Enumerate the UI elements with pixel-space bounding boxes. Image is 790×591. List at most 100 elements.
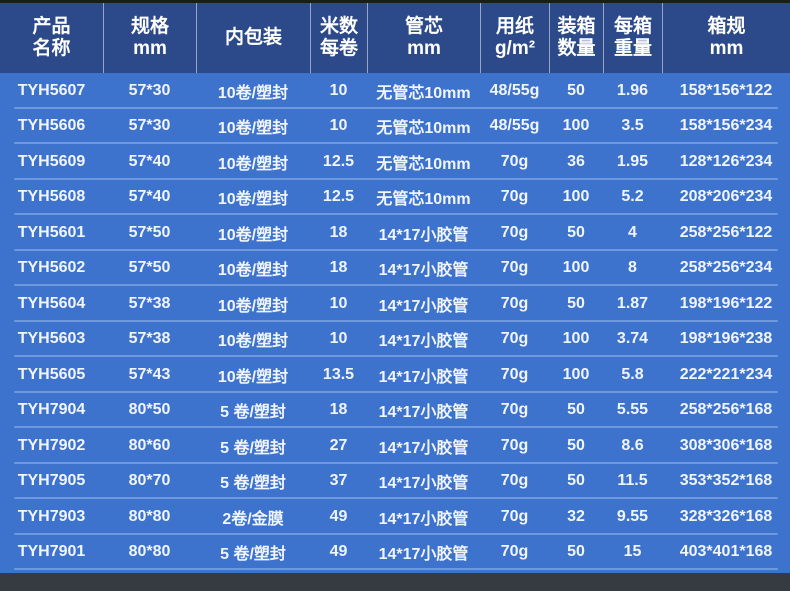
top-strip	[0, 0, 790, 3]
cell-carton-size: 198*196*238	[679, 330, 773, 348]
cell-box-weight: 5.8	[621, 365, 644, 383]
cell-box-weight: 15	[623, 543, 642, 561]
cell-product-name: TYH5607	[17, 81, 86, 99]
cell-meters-per-roll: 27	[329, 436, 348, 454]
table-header: 产品 名称 规格 mm 内包装 米数 每卷 管芯 mm 用纸 g/m² 装箱 数…	[0, 3, 790, 73]
cell-paper-weight: 70g	[500, 223, 529, 241]
header-label-line: 箱规	[707, 15, 746, 37]
cell-inner-packaging: 2卷/金膜	[222, 510, 284, 528]
table-row: TYH5605 57*43 10卷/塑封 13.5 14*17小胶管 70g 100 5.8 2…	[0, 357, 790, 393]
cell-product-name: TYH7905	[17, 472, 86, 490]
header-label-line: 重量	[613, 38, 652, 59]
cell-product-name: TYH7901	[17, 543, 86, 561]
cell-meters-per-roll: 10	[329, 117, 348, 135]
cell-core-mm: 14*17小胶管	[378, 510, 469, 528]
cell-core-mm: 14*17小胶管	[378, 226, 469, 244]
table-row: TYH5609 57*40 10卷/塑封 12.5 无管芯10mm 70g 36 1.95 12…	[0, 144, 790, 180]
header-label-line: g/m²	[494, 38, 536, 59]
header-label-line: 名称	[32, 38, 71, 59]
cell-core-mm: 14*17小胶管	[378, 475, 469, 493]
cell-box-weight: 1.95	[616, 152, 649, 170]
cell-core-mm: 14*17小胶管	[378, 404, 469, 422]
cell-meters-per-roll: 18	[329, 401, 348, 419]
header-label-line: 规格	[130, 15, 169, 37]
cell-meters-per-roll: 49	[329, 543, 348, 561]
cell-box-quantity: 50	[567, 543, 585, 561]
cell-core-mm: 无管芯10mm	[376, 120, 471, 138]
cell-spec-mm: 57*40	[128, 188, 171, 206]
cell-inner-packaging: 5 卷/塑封	[220, 439, 286, 457]
cell-spec-mm: 80*80	[128, 507, 171, 525]
cell-spec-mm: 57*40	[128, 152, 171, 170]
cell-meters-per-roll: 37	[329, 472, 348, 490]
cell-paper-weight: 70g	[500, 294, 529, 312]
cell-inner-packaging: 10卷/塑封	[217, 297, 289, 315]
cell-box-weight: 4	[628, 223, 637, 241]
header-label-line: 每卷	[319, 38, 358, 59]
cell-meters-per-roll: 13.5	[322, 365, 355, 383]
cell-box-weight: 5.55	[616, 401, 649, 419]
table-row: TYH5604 57*38 10卷/塑封 10 14*17小胶管 70g 50 1.87 198…	[0, 286, 790, 322]
cell-product-name: TYH5603	[17, 330, 86, 348]
cell-spec-mm: 80*80	[128, 543, 171, 561]
cell-box-quantity: 100	[562, 259, 590, 277]
cell-inner-packaging: 10卷/塑封	[217, 191, 289, 209]
cell-meters-per-roll: 10	[329, 294, 348, 312]
cell-box-quantity: 50	[567, 436, 585, 454]
cell-inner-packaging: 5 卷/塑封	[220, 546, 286, 564]
header-label-line: 米数	[319, 15, 358, 37]
header-cell-carton-size: 箱规 mm	[662, 3, 790, 73]
header-label-line: mm	[407, 38, 441, 59]
cell-spec-mm: 80*60	[128, 436, 171, 454]
header-label-line: mm	[133, 38, 167, 59]
cell-paper-weight: 70g	[500, 401, 529, 419]
table-row: TYH5606 57*30 10卷/塑封 10 无管芯10mm 48/55g 100 3.5 1…	[0, 109, 790, 145]
cell-paper-weight: 70g	[500, 436, 529, 454]
cell-spec-mm: 57*30	[128, 117, 171, 135]
header-cell-core-mm: 管芯 mm	[367, 3, 480, 73]
cell-product-name: TYH5604	[17, 294, 86, 312]
cell-paper-weight: 70g	[500, 472, 529, 490]
cell-core-mm: 无管芯10mm	[376, 155, 471, 173]
cell-box-quantity: 50	[567, 294, 585, 312]
cell-product-name: TYH5608	[17, 188, 86, 206]
header-label-line: 管芯	[404, 15, 443, 37]
header-cell-box-weight: 每箱 重量	[603, 3, 662, 73]
cell-product-name: TYH7904	[17, 401, 86, 419]
cell-inner-packaging: 10卷/塑封	[217, 368, 289, 386]
cell-box-quantity: 50	[567, 472, 585, 490]
table-row: TYH5602 57*50 10卷/塑封 18 14*17小胶管 70g 100 8 258*2…	[0, 251, 790, 287]
cell-paper-weight: 70g	[500, 152, 529, 170]
cell-inner-packaging: 10卷/塑封	[217, 84, 289, 102]
cell-core-mm: 无管芯10mm	[376, 84, 471, 102]
cell-carton-size: 258*256*122	[679, 223, 773, 241]
footer-strip	[0, 573, 790, 591]
cell-box-quantity: 100	[562, 365, 590, 383]
cell-carton-size: 258*256*168	[679, 401, 773, 419]
cell-product-name: TYH5606	[17, 117, 86, 135]
table-row: TYH5608 57*40 10卷/塑封 12.5 无管芯10mm 70g 100 5.2 20…	[0, 180, 790, 216]
header-cell-spec-mm: 规格 mm	[103, 3, 196, 73]
cell-core-mm: 无管芯10mm	[376, 191, 471, 209]
cell-core-mm: 14*17小胶管	[378, 439, 469, 457]
header-cell-paper-weight: 用纸 g/m²	[480, 3, 549, 73]
cell-paper-weight: 48/55g	[489, 117, 540, 135]
cell-spec-mm: 57*30	[128, 81, 171, 99]
cell-meters-per-roll: 12.5	[322, 188, 355, 206]
cell-meters-per-roll: 18	[329, 223, 348, 241]
cell-core-mm: 14*17小胶管	[378, 333, 469, 351]
cell-inner-packaging: 5 卷/塑封	[220, 475, 286, 493]
header-label-line: 每箱	[613, 15, 652, 37]
cell-carton-size: 353*352*168	[679, 472, 773, 490]
cell-carton-size: 328*326*168	[679, 507, 773, 525]
cell-product-name: TYH7903	[17, 507, 86, 525]
cell-core-mm: 14*17小胶管	[378, 368, 469, 386]
header-cell-product-name: 产品 名称	[0, 3, 103, 73]
cell-box-quantity: 50	[567, 401, 585, 419]
header-label-line: 数量	[557, 38, 596, 59]
cell-box-quantity: 50	[567, 223, 585, 241]
table-row: TYH7905 80*70 5 卷/塑封 37 14*17小胶管 70g 50 11.5 353…	[0, 464, 790, 500]
table-row: TYH7904 80*50 5 卷/塑封 18 14*17小胶管 70g 50 5.55 258…	[0, 393, 790, 429]
cell-core-mm: 14*17小胶管	[378, 546, 469, 564]
cell-meters-per-roll: 10	[329, 330, 348, 348]
